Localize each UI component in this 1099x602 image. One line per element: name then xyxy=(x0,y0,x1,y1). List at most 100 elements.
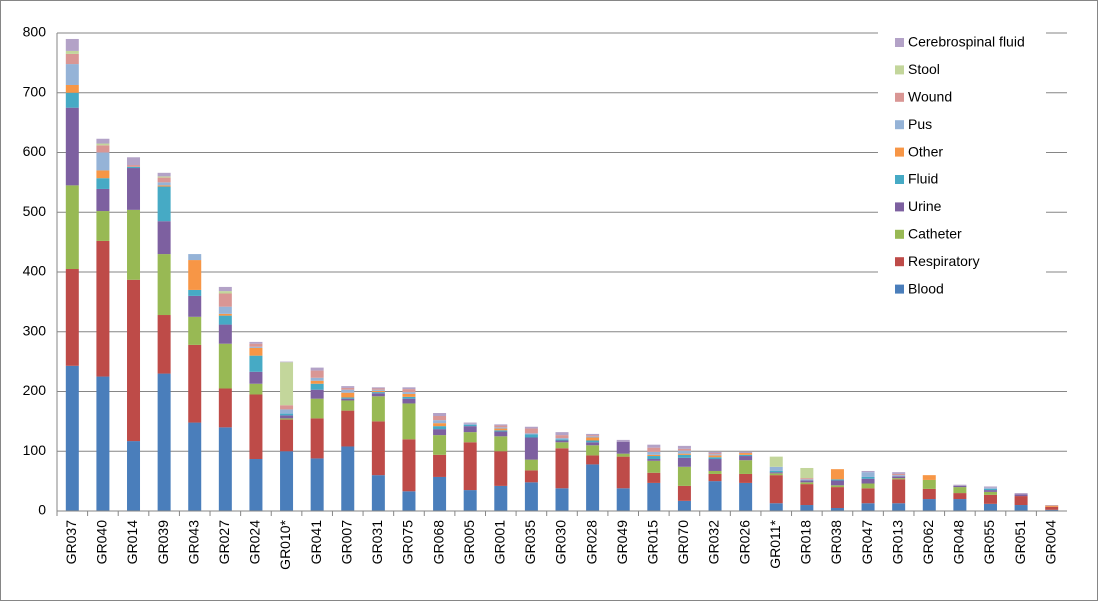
bar-segment xyxy=(708,481,722,511)
bar-segment xyxy=(127,157,141,166)
x-tick-label: GR068 xyxy=(430,520,446,565)
bar-segment xyxy=(96,145,110,153)
bar-segment xyxy=(983,491,997,495)
bar-segment xyxy=(249,341,263,344)
bar-segment xyxy=(433,423,447,427)
bar-segment xyxy=(188,316,202,345)
x-tick-label: GR035 xyxy=(522,520,538,565)
bar-segment xyxy=(157,172,171,177)
bar-segment xyxy=(647,460,661,473)
legend-swatch xyxy=(895,147,904,157)
bar-segment xyxy=(494,430,508,432)
legend-swatch xyxy=(895,38,904,47)
bar-segment xyxy=(188,260,202,290)
bar-segment xyxy=(371,396,385,422)
bar-segment xyxy=(647,456,661,460)
bar-segment xyxy=(708,473,722,482)
bar-segment xyxy=(708,470,722,474)
bar-segment xyxy=(341,387,355,390)
bar-segment xyxy=(65,50,79,54)
bar-segment xyxy=(188,295,202,317)
bar-segment xyxy=(96,211,110,241)
x-tick-label: GR013 xyxy=(889,520,905,565)
bar-segment xyxy=(463,432,477,443)
bar-segment xyxy=(371,388,385,390)
bar-segment xyxy=(677,500,691,511)
bar-segment xyxy=(616,441,630,454)
bar-segment xyxy=(463,490,477,511)
bar-segment xyxy=(494,451,508,486)
bar-segment xyxy=(65,365,79,511)
bar-segment xyxy=(157,221,171,255)
bar-segment xyxy=(739,453,753,455)
x-tick-label: GR038 xyxy=(828,520,844,565)
bar-segment xyxy=(402,392,416,394)
x-tick-label: GR018 xyxy=(798,520,814,565)
x-tick-label: GR041 xyxy=(308,520,324,565)
x-tick-label: GR031 xyxy=(369,520,385,565)
bar-segment xyxy=(371,387,385,389)
bar-segment xyxy=(65,64,79,85)
legend-label: Respiratory xyxy=(908,253,980,269)
bar-segment xyxy=(310,398,324,419)
bar-segment xyxy=(953,485,967,488)
bar-segment xyxy=(341,398,355,401)
bar-segment xyxy=(127,165,141,167)
bar-segment xyxy=(65,84,79,93)
bar-segment xyxy=(494,427,508,429)
legend-label: Wound xyxy=(908,89,952,105)
bar-segment xyxy=(616,453,630,457)
bar-segment xyxy=(861,478,875,484)
bar-segment xyxy=(708,454,722,456)
x-tick-label: GR005 xyxy=(461,520,477,565)
bar-segment xyxy=(65,269,79,366)
bar-segment xyxy=(800,505,814,511)
bar-segment xyxy=(677,457,691,467)
bar-segment xyxy=(586,433,600,436)
bar-segment xyxy=(310,418,324,459)
bar-segment xyxy=(647,444,661,448)
bar-segment xyxy=(402,491,416,511)
x-tick-label: GR027 xyxy=(216,520,232,565)
bar-segment xyxy=(586,445,600,456)
bar-segment xyxy=(433,476,447,511)
x-tick-label: GR028 xyxy=(583,520,599,565)
x-tick-label: GR030 xyxy=(553,520,569,565)
bar-segment xyxy=(677,445,691,449)
bar-segment xyxy=(1045,506,1059,510)
bar-segment xyxy=(341,392,355,398)
bar-segment xyxy=(494,425,508,428)
bar-segment xyxy=(280,419,294,452)
bar-segment xyxy=(769,470,783,473)
x-tick-label: GR010* xyxy=(277,519,293,569)
bar-segment xyxy=(800,482,814,485)
bar-segment xyxy=(983,486,997,488)
bar-segment xyxy=(402,389,416,393)
bar-segment xyxy=(524,433,538,435)
bar-segment xyxy=(463,422,477,424)
bar-segment xyxy=(524,470,538,483)
bar-segment xyxy=(983,490,997,492)
y-tick-label: 800 xyxy=(23,24,47,40)
bar-segment xyxy=(983,488,997,491)
bar-segment xyxy=(708,451,722,454)
bar-segment xyxy=(616,488,630,511)
legend-swatch xyxy=(895,284,904,294)
y-tick-label: 0 xyxy=(38,502,46,518)
legend-swatch xyxy=(895,92,904,102)
bar-segment xyxy=(433,454,447,477)
x-tick-label: GR040 xyxy=(94,520,110,565)
bar-segment xyxy=(157,373,171,511)
bar-segment xyxy=(892,479,906,504)
bar-segment xyxy=(341,397,355,399)
bar-segment xyxy=(494,436,508,452)
bar-segment xyxy=(188,344,202,423)
bar-segment xyxy=(127,279,141,442)
legend-swatch xyxy=(895,120,904,130)
bar-segment xyxy=(769,472,783,474)
bar-segment xyxy=(677,454,691,458)
bar-segment xyxy=(524,482,538,511)
bar-segment xyxy=(96,143,110,146)
bar-segment xyxy=(677,453,691,455)
